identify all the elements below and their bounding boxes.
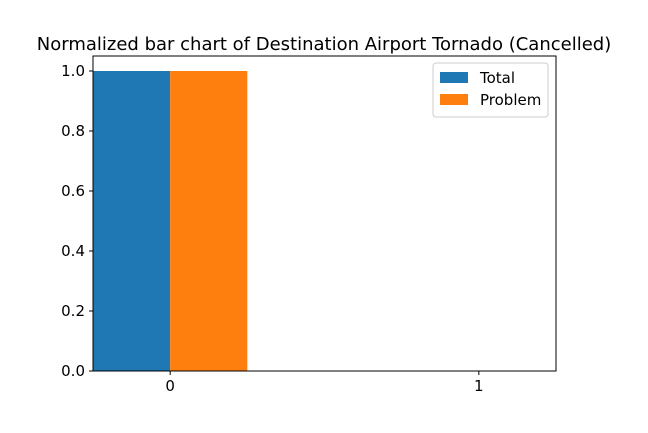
y-tick-label: 0.0 — [61, 362, 85, 380]
legend-label-problem: Problem — [480, 91, 541, 109]
bars-layer — [93, 71, 248, 371]
legend-label-total: Total — [479, 69, 515, 87]
y-tick-label: 0.2 — [61, 302, 85, 320]
bar-total-0 — [93, 71, 171, 371]
x-tick-label: 1 — [474, 377, 484, 395]
y-tick-label: 0.4 — [61, 242, 85, 260]
y-tick-label: 1.0 — [61, 62, 85, 80]
x-tick-label: 0 — [165, 377, 175, 395]
bar-problem-0 — [170, 71, 248, 371]
y-tick-label: 0.8 — [61, 122, 85, 140]
legend-swatch-problem — [440, 94, 468, 105]
axes-layer: 0.0 0.2 0.4 0.6 0.8 1.0 0 1 — [61, 55, 557, 395]
plot-frame — [92, 55, 557, 372]
legend: Total Problem — [432, 62, 549, 118]
y-tick-label: 0.6 — [61, 182, 85, 200]
chart-title: Normalized bar chart of Destination Airp… — [37, 34, 611, 55]
legend-swatch-total — [440, 72, 468, 83]
